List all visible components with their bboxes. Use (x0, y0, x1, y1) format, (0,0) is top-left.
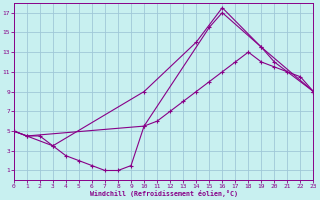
X-axis label: Windchill (Refroidissement éolien,°C): Windchill (Refroidissement éolien,°C) (90, 190, 238, 197)
